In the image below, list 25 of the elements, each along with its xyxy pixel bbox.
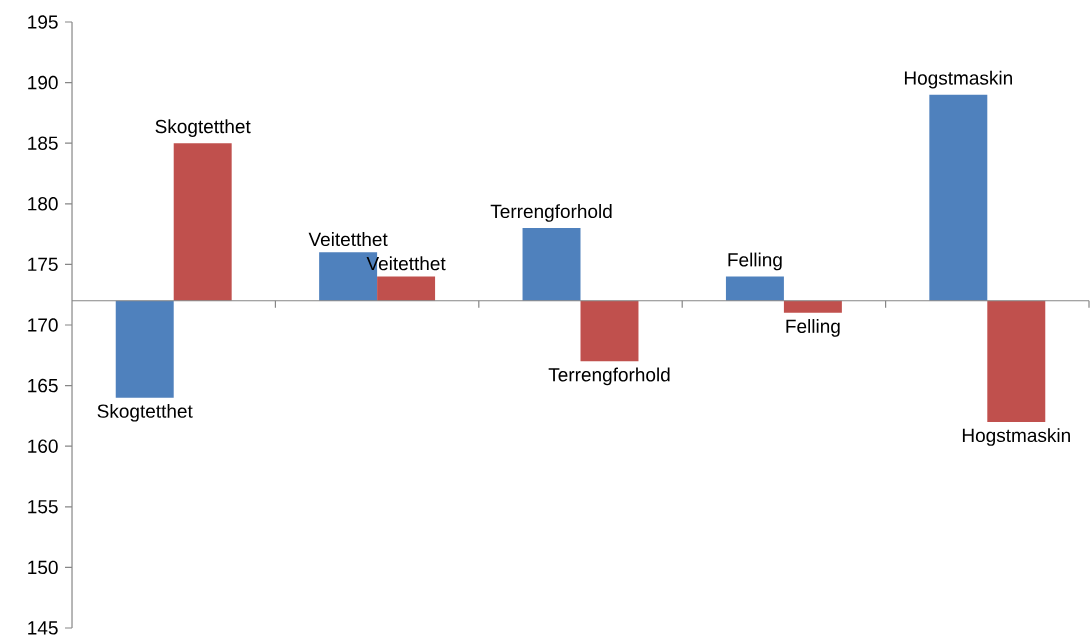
bar <box>173 143 232 301</box>
y-tick-label: 195 <box>28 15 58 29</box>
category-label: Felling <box>786 319 840 337</box>
category-label: Skogtetthet <box>155 119 251 137</box>
bar <box>929 94 988 301</box>
y-tick-label: 150 <box>28 560 58 575</box>
y-tick-label: 155 <box>28 500 58 514</box>
bar <box>377 276 436 301</box>
y-tick-label: 165 <box>28 378 58 393</box>
y-tick-label: 160 <box>28 439 58 453</box>
bar <box>987 300 1046 422</box>
category-label: Hogstmaskin <box>962 428 1070 446</box>
category-label: Veitetthet <box>308 232 388 247</box>
bar <box>580 300 639 362</box>
y-tick-label: 145 <box>28 621 58 635</box>
y-tick-label: 180 <box>28 197 58 211</box>
y-tick-label: 170 <box>28 318 58 332</box>
bar <box>522 228 581 301</box>
y-tick-label: 190 <box>28 75 58 90</box>
y-tick-label: 175 <box>28 257 58 272</box>
category-label: Terrengforhold <box>548 367 670 386</box>
bar <box>725 276 784 301</box>
bar <box>115 300 174 398</box>
bar <box>783 300 842 313</box>
y-tick-label: 185 <box>28 136 58 150</box>
